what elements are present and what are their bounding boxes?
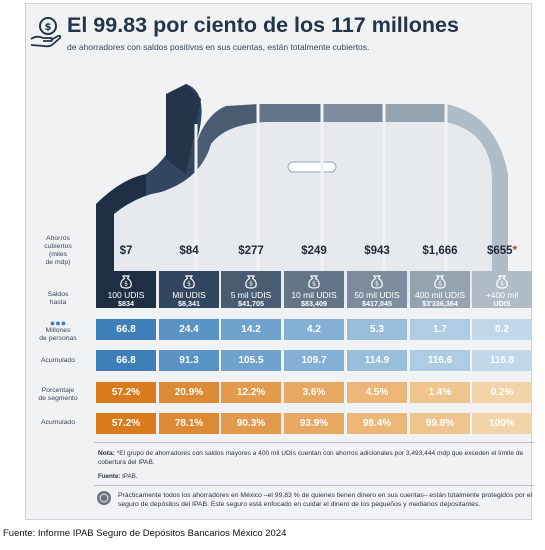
saldos-limit-udis: 100 UDIS: [107, 290, 145, 300]
svg-text:$: $: [45, 22, 52, 33]
saldos-band: $10 mil UDIS $83,409: [284, 271, 344, 308]
source-footer: Fuente: Informe IPAB Seguro de Depósitos…: [3, 528, 287, 539]
cell-acumulado-personas: 109.7: [284, 350, 344, 371]
saldos-band: $400 mil UDIS $3'336,364: [410, 271, 470, 308]
saldos-limit-pesos: $834: [118, 299, 134, 308]
money-bag-icon: $: [496, 275, 508, 289]
cell-acumulado-personas: 66.8: [96, 350, 156, 371]
cell-acumulado-personas: 116.8: [472, 350, 532, 371]
cell-acumulado-pct: 78.1%: [159, 413, 219, 434]
ahorros-value: $655*: [486, 245, 518, 257]
label-acumulado-personas: Acumulado: [40, 357, 75, 364]
cell-porcentaje: 3.6%: [284, 382, 344, 403]
saldos-limit-udis: 50 mil UDIS: [354, 290, 400, 300]
seal-icon: [97, 491, 111, 505]
saldos-limit-udis: +400 mil: [485, 290, 519, 300]
cell-millones: 24.4: [159, 319, 219, 340]
cell-acumulado-personas: 105.5: [221, 350, 281, 371]
money-bag-icon: $: [434, 275, 446, 289]
header: $ El 99.83 por ciento de los 117 millone…: [29, 11, 524, 53]
saldos-limit-udis: 5 mil UDIS: [230, 290, 272, 300]
cell-porcentaje: 57.2%: [96, 382, 156, 403]
saldos-limit-udis: 400 mil UDIS: [414, 290, 466, 300]
saldos-limit-pesos: UDIS: [493, 299, 511, 308]
label-acumulado-pct: Acumulado: [40, 419, 75, 426]
svg-text:$: $: [500, 281, 504, 288]
cell-millones: 4.2: [284, 319, 344, 340]
bottom-summary: Prácticamente todos los ahorradores en M…: [118, 492, 533, 508]
saldos-band: $ Mil UDIS $8,341: [159, 271, 219, 308]
money-bag-icon: $: [183, 275, 195, 289]
cell-porcentaje: 12.2%: [221, 382, 281, 403]
saldos-band: $5 mil UDIS $41,705: [221, 271, 281, 308]
saldos-limit-pesos: $417,045: [362, 299, 392, 308]
svg-text:$: $: [375, 281, 379, 288]
infographic-panel: $ El 99.83 por ciento de los 117 millone…: [25, 3, 534, 520]
ahorros-value: $7: [119, 245, 133, 257]
cell-acumulado-pct: 90.3%: [221, 413, 281, 434]
svg-text:$: $: [438, 281, 442, 288]
saldos-limit-pesos: $8,341: [178, 299, 200, 308]
ahorros-value: $1,666: [422, 245, 458, 257]
svg-text:$: $: [187, 281, 191, 288]
cell-acumulado-pct: 100%: [472, 413, 532, 434]
cell-millones: 1.7: [410, 319, 470, 340]
money-bag-icon: $: [308, 275, 320, 289]
cell-porcentaje: 1.4%: [410, 382, 470, 403]
page-subtitle: de ahorradores con saldos positivos en s…: [67, 42, 370, 52]
label-millones: ●●● Millones de personas: [28, 319, 88, 343]
page-title: El 99.83 por ciento de los 117 millones: [67, 13, 459, 37]
cell-porcentaje: 0.2%: [472, 382, 532, 403]
ahorros-value: $249: [301, 245, 327, 257]
cell-millones: 66.8: [96, 319, 156, 340]
cell-millones: 0.2: [472, 319, 532, 340]
svg-text:$: $: [312, 281, 316, 288]
saldos-limit-pesos: $41,705: [238, 299, 264, 308]
money-bag-icon: $: [120, 275, 132, 289]
label-porcentaje: Porcentaje de segmento: [38, 387, 78, 402]
ahorros-value: $943: [364, 245, 390, 257]
cell-porcentaje: 4.5%: [347, 382, 407, 403]
people-icon: ●●●: [49, 318, 67, 328]
piggy-bank-shape: [96, 84, 508, 304]
footnote: Nota: *El grupo de ahorradores con saldo…: [98, 450, 524, 466]
ahorros-value: $277: [238, 245, 264, 257]
hand-coin-icon: $: [30, 17, 62, 48]
money-bag-icon: $: [245, 275, 257, 289]
svg-text:$: $: [124, 281, 128, 288]
ahorros-value: $84: [179, 245, 199, 257]
inner-source: Fuente: IPAB.: [98, 473, 138, 480]
cell-acumulado-pct: 93.9%: [284, 413, 344, 434]
cell-millones: 5.3: [347, 319, 407, 340]
saldos-band: $100 UDIS $834: [96, 271, 156, 308]
saldos-band: $ +400 mil UDIS: [472, 271, 532, 308]
cell-acumulado-personas: 114.9: [347, 350, 407, 371]
label-saldos: Saldos hasta: [47, 291, 69, 306]
cell-acumulado-pct: 98.4%: [347, 413, 407, 434]
cell-millones: 14.2: [221, 319, 281, 340]
cell-acumulado-personas: 116.6: [410, 350, 470, 371]
money-bag-icon: $: [371, 275, 383, 289]
saldos-limit-pesos: $83,409: [301, 299, 327, 308]
svg-text:$: $: [249, 281, 253, 288]
saldos-limit-udis: 10 mil UDIS: [291, 290, 337, 300]
saldos-limit-udis: Mil UDIS: [172, 290, 206, 300]
cell-acumulado-personas: 91.3: [159, 350, 219, 371]
cell-acumulado-pct: 57.2%: [96, 413, 156, 434]
saldos-band: $50 mil UDIS $417,045: [347, 271, 407, 308]
saldos-limit-pesos: $3'336,364: [422, 299, 458, 308]
label-ahorros: Ahorros cubiertos (miles de mdp): [44, 235, 72, 266]
cell-acumulado-pct: 99.8%: [410, 413, 470, 434]
cell-porcentaje: 20.9%: [159, 382, 219, 403]
